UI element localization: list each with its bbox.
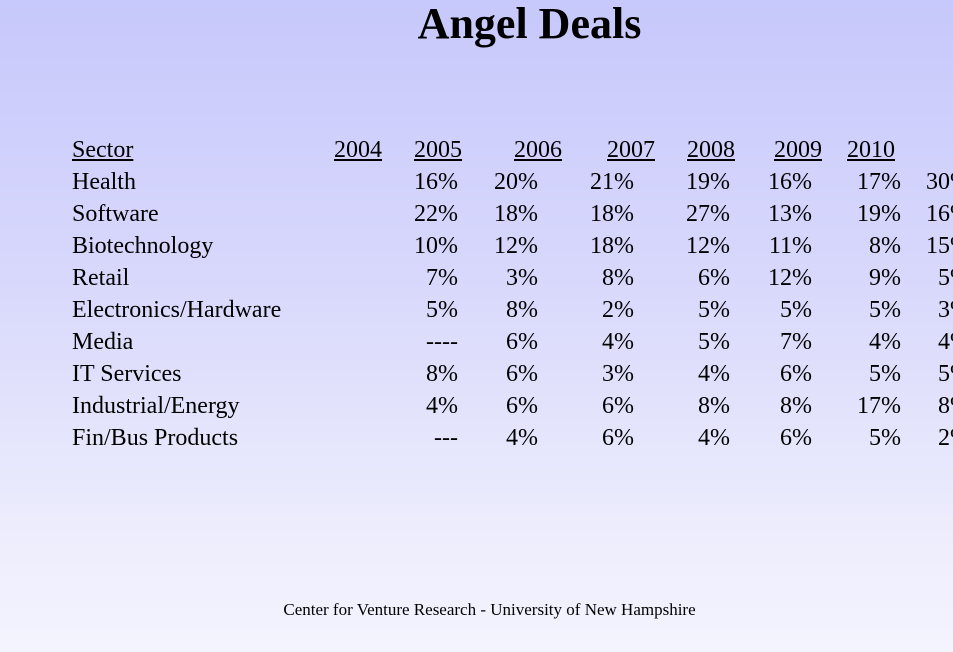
percent-cell: 4%	[698, 425, 730, 451]
percent-cell: 9%	[869, 265, 901, 291]
percent-cell: 12%	[494, 233, 538, 259]
percent-cell: ---	[434, 425, 458, 451]
percent-cell: 4%	[506, 425, 538, 451]
percent-cell: 16%	[926, 201, 953, 227]
header-2008: 2008	[687, 137, 735, 163]
percent-cell: 12%	[768, 265, 812, 291]
table-row: Industrial/Energy 4% 6% 6% 8% 8% 17% 8%	[72, 390, 953, 422]
table-header-row: Sector 2004 2005 2006 2007 2008 2009 201…	[72, 134, 953, 166]
sector-label: Retail	[72, 265, 130, 291]
header-2006: 2006	[514, 137, 562, 163]
percent-cell: 10%	[414, 233, 458, 259]
table-row: IT Services 8% 6% 3% 4% 6% 5% 5%	[72, 358, 953, 390]
percent-cell: 16%	[414, 169, 458, 195]
table-row: Software 22% 18% 18% 27% 13% 19% 16%	[72, 198, 953, 230]
table-body: Health 16% 20% 21% 19% 16% 17% 30% Software 22% 18…	[72, 166, 953, 454]
percent-cell: 8%	[426, 361, 458, 387]
percent-cell: 6%	[506, 329, 538, 355]
percent-cell: 18%	[494, 201, 538, 227]
percent-cell: 4%	[698, 361, 730, 387]
percent-cell: 5%	[780, 297, 812, 323]
percent-cell: 6%	[602, 393, 634, 419]
sector-label: Fin/Bus Products	[72, 425, 239, 451]
percent-cell: 19%	[857, 201, 901, 227]
percent-cell: 5%	[869, 425, 901, 451]
header-sector: Sector	[72, 137, 134, 163]
percent-cell: 6%	[780, 425, 812, 451]
percent-cell: 2%	[602, 297, 634, 323]
percent-cell: 8%	[506, 297, 538, 323]
table-row: Fin/Bus Products --- 4% 6% 4% 6% 5% 2%	[72, 422, 953, 454]
percent-cell: 4%	[426, 393, 458, 419]
percent-cell: 3%	[506, 265, 538, 291]
percent-cell: 3%	[938, 297, 953, 323]
header-2005: 2005	[414, 137, 462, 163]
percent-cell: 5%	[698, 297, 730, 323]
sector-label: Health	[72, 169, 136, 195]
sector-label: Software	[72, 201, 159, 227]
percent-cell: 5%	[938, 361, 953, 387]
percent-cell: 6%	[506, 361, 538, 387]
percent-cell: 5%	[869, 297, 901, 323]
percent-cell: 8%	[602, 265, 634, 291]
header-2007: 2007	[607, 137, 655, 163]
percent-cell: 5%	[426, 297, 458, 323]
percent-cell: 8%	[869, 233, 901, 259]
percent-cell: 12%	[686, 233, 730, 259]
percent-cell: 8%	[780, 393, 812, 419]
footer-credit: Center for Venture Research - University…	[283, 600, 696, 619]
percent-cell: 4%	[938, 329, 953, 355]
percent-cell: 2%	[938, 425, 953, 451]
percent-cell: 6%	[698, 265, 730, 291]
percent-cell: 6%	[780, 361, 812, 387]
percent-cell: 16%	[768, 169, 812, 195]
percent-cell: 20%	[494, 169, 538, 195]
sector-table: Sector 2004 2005 2006 2007 2008 2009 201…	[72, 134, 953, 454]
page-title: Angel Deals	[417, 0, 642, 48]
percent-cell: 30%	[926, 169, 953, 195]
percent-cell: 22%	[414, 201, 458, 227]
percent-cell: 5%	[698, 329, 730, 355]
percent-cell: 17%	[857, 393, 901, 419]
sector-label: Electronics/Hardware	[72, 297, 282, 323]
percent-cell: 11%	[768, 233, 812, 259]
percent-cell: 21%	[590, 169, 634, 195]
percent-cell: 5%	[938, 265, 953, 291]
percent-cell: 6%	[602, 425, 634, 451]
percent-cell: 17%	[857, 169, 901, 195]
percent-cell: 18%	[590, 201, 634, 227]
percent-cell: 6%	[506, 393, 538, 419]
table-row: Biotechnology 10% 12% 18% 12% 11% 8% 15%	[72, 230, 953, 262]
table-row: Media ---- 6% 4% 5% 7% 4% 4%	[72, 326, 953, 358]
percent-cell: 8%	[938, 393, 953, 419]
table-row: Retail 7% 3% 8% 6% 12% 9% 5%	[72, 262, 953, 294]
percent-cell: 15%	[926, 233, 953, 259]
sector-label: Biotechnology	[72, 233, 214, 259]
percent-cell: 7%	[426, 265, 458, 291]
header-2010: 2010	[847, 137, 895, 163]
percent-cell: 8%	[698, 393, 730, 419]
percent-cell: 4%	[869, 329, 901, 355]
table-row: Electronics/Hardware 5% 8% 2% 5% 5% 5% 3%	[72, 294, 953, 326]
percent-cell: 4%	[602, 329, 634, 355]
sector-label: Media	[72, 329, 134, 355]
percent-cell: 5%	[869, 361, 901, 387]
percent-cell: 18%	[590, 233, 634, 259]
table-row: Health 16% 20% 21% 19% 16% 17% 30%	[72, 166, 953, 198]
percent-cell: ----	[426, 329, 458, 355]
header-2004: 2004	[334, 137, 382, 163]
percent-cell: 27%	[686, 201, 730, 227]
percent-cell: 7%	[780, 329, 812, 355]
percent-cell: 3%	[602, 361, 634, 387]
sector-label: IT Services	[72, 361, 182, 387]
sector-label: Industrial/Energy	[72, 393, 240, 419]
percent-cell: 13%	[768, 201, 812, 227]
header-2009: 2009	[774, 137, 822, 163]
percent-cell: 19%	[686, 169, 730, 195]
